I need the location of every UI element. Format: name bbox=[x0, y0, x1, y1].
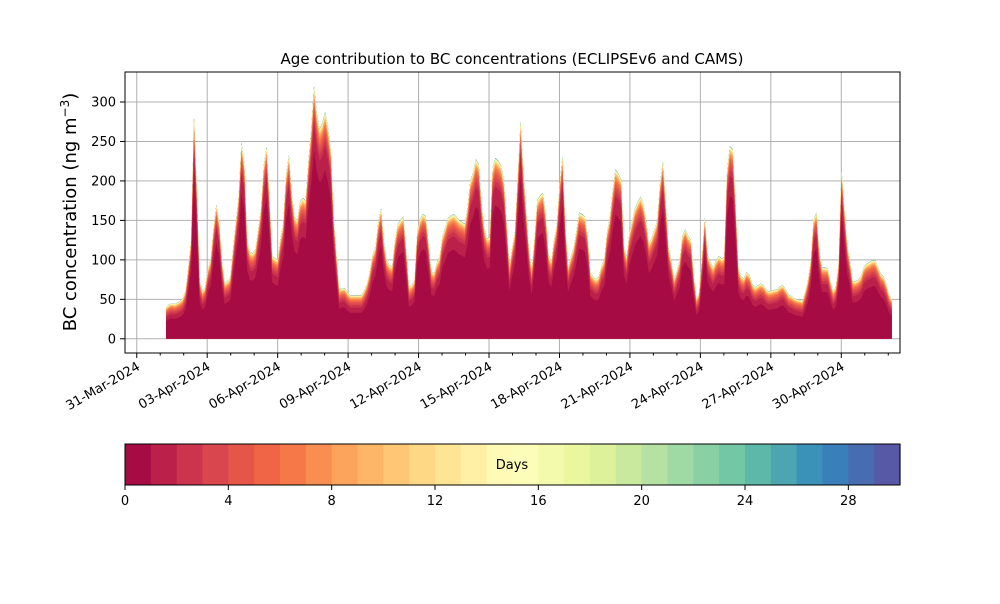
y-tick-label: 50 bbox=[99, 293, 116, 308]
age-band-2-days bbox=[166, 123, 892, 339]
x-tick-label: 12-Apr-2024 bbox=[347, 359, 424, 412]
y-axis-label-sup: −3 bbox=[58, 100, 72, 118]
x-tick-label: 21-Apr-2024 bbox=[559, 359, 636, 412]
x-tick-label: 06-Apr-2024 bbox=[207, 359, 284, 412]
colorbar-tick-label: 8 bbox=[328, 494, 336, 509]
colorbar-segment bbox=[693, 444, 720, 485]
colorbar-segment bbox=[280, 444, 307, 485]
y-axis-label-close: ) bbox=[60, 93, 81, 100]
colorbar-tick-label: 16 bbox=[530, 494, 547, 509]
y-tick-label: 150 bbox=[91, 214, 116, 229]
colorbar-tick-label: 12 bbox=[427, 494, 444, 509]
colorbar-segment bbox=[564, 444, 591, 485]
x-tick-label: 09-Apr-2024 bbox=[277, 359, 354, 412]
colorbar-segment bbox=[176, 444, 204, 485]
age-band-1-days bbox=[166, 150, 892, 339]
colorbar-segment bbox=[357, 444, 384, 485]
colorbar-tick-label: 28 bbox=[840, 494, 857, 509]
colorbar-segment bbox=[409, 444, 436, 485]
colorbar-tick-label: 24 bbox=[737, 494, 754, 509]
colorbar-segment bbox=[770, 444, 798, 485]
colorbar-segment bbox=[383, 444, 410, 485]
colorbar-segment bbox=[590, 444, 617, 485]
colorbar-segment bbox=[254, 444, 281, 485]
colorbar-segment bbox=[874, 444, 901, 485]
colorbar-segment bbox=[460, 444, 488, 485]
colorbar-segment bbox=[150, 444, 178, 485]
y-tick-label: 100 bbox=[91, 253, 116, 268]
colorbar-frame bbox=[124, 443, 901, 486]
x-tick-label: 31-Mar-2024 bbox=[64, 359, 143, 413]
colorbar-segment bbox=[796, 444, 824, 485]
colorbar-segment bbox=[435, 444, 462, 485]
y-axis: 0 50 100 150 200 250 300 bbox=[91, 95, 125, 347]
colorbar-segment bbox=[331, 444, 359, 485]
x-tick-label: 27-Apr-2024 bbox=[700, 359, 777, 412]
chart-title: Age contribution to BC concentrations (E… bbox=[281, 50, 744, 68]
x-tick-label: 30-Apr-2024 bbox=[770, 359, 847, 412]
colorbar-segment bbox=[202, 444, 229, 485]
colorbar-segment bbox=[486, 444, 514, 485]
x-tick-label: 24-Apr-2024 bbox=[629, 359, 706, 412]
colorbar-segment bbox=[848, 444, 875, 485]
colorbar-segments bbox=[125, 444, 901, 485]
colorbar-ticks: 0 4 8 12 16 20 24 28 bbox=[121, 485, 857, 509]
colorbar-tick-label: 20 bbox=[633, 494, 650, 509]
colorbar-segment bbox=[305, 444, 333, 485]
x-tick-label: 15-Apr-2024 bbox=[418, 359, 495, 412]
y-axis-label: BC concentration (ng m−3) bbox=[58, 93, 81, 332]
colorbar-segment bbox=[125, 444, 152, 485]
age-stacked-area bbox=[166, 86, 892, 339]
colorbar-segment bbox=[512, 444, 539, 485]
colorbar-segment bbox=[719, 444, 746, 485]
colorbar-segment bbox=[641, 444, 669, 485]
y-tick-label: 200 bbox=[91, 174, 116, 189]
colorbar-segment bbox=[822, 444, 849, 485]
colorbar: Days 0 4 8 12 16 20 24 28 bbox=[121, 443, 901, 509]
y-tick-label: 0 bbox=[108, 332, 116, 347]
colorbar-tick-label: 0 bbox=[121, 494, 129, 509]
colorbar-segment bbox=[538, 444, 565, 485]
y-axis-label-main: BC concentration (ng m bbox=[60, 117, 81, 331]
colorbar-label: Days bbox=[496, 458, 529, 473]
x-axis: 31-Mar-202403-Apr-202406-Apr-202409-Apr-… bbox=[64, 353, 889, 414]
x-tick-label: 18-Apr-2024 bbox=[488, 359, 565, 412]
colorbar-segment bbox=[615, 444, 643, 485]
y-tick-label: 300 bbox=[91, 95, 116, 110]
x-tick-label: 03-Apr-2024 bbox=[136, 359, 213, 412]
colorbar-segment bbox=[228, 444, 255, 485]
colorbar-segment bbox=[745, 444, 772, 485]
colorbar-tick-label: 4 bbox=[224, 494, 232, 509]
y-tick-label: 250 bbox=[91, 135, 116, 150]
colorbar-segment bbox=[667, 444, 694, 485]
